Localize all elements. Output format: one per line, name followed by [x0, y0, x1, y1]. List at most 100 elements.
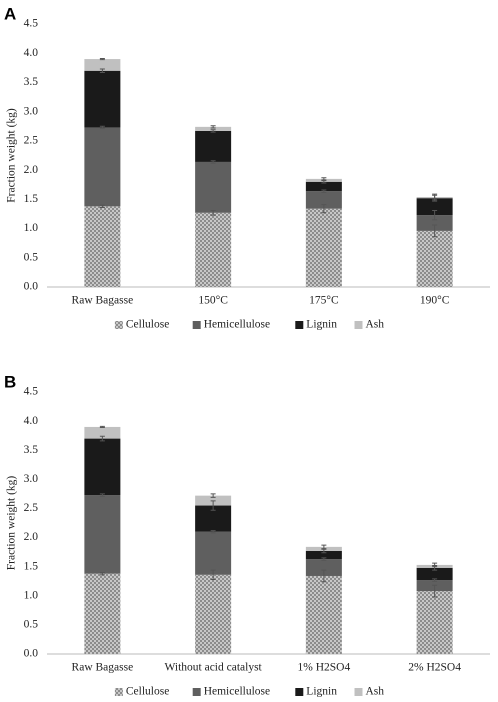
y-tick-label: 1.5 — [24, 193, 39, 205]
error-bar — [99, 493, 105, 497]
y-tick-label: 0.5 — [24, 619, 39, 631]
bar-segment — [195, 212, 232, 287]
x-tick-label: 150°C — [198, 295, 228, 307]
error-bar — [99, 125, 105, 130]
bar-segment — [305, 550, 342, 560]
y-tick-label: 0.0 — [24, 648, 39, 660]
error-bar — [321, 177, 327, 181]
bar-segment — [416, 567, 453, 581]
legend-label: Ash — [366, 686, 385, 698]
error-bar — [321, 189, 327, 193]
error-bar — [99, 425, 105, 429]
error-bar — [432, 209, 438, 221]
bar-segment — [84, 127, 121, 207]
y-tick-label: 2.5 — [24, 502, 39, 514]
y-tick-label: 4.5 — [24, 386, 39, 398]
legend-label: Lignin — [306, 319, 337, 331]
bar-segment — [84, 206, 121, 287]
legend-label: Hemicellulose — [204, 319, 270, 331]
bar-segment — [305, 191, 342, 209]
error-bar — [99, 68, 105, 74]
error-bar — [210, 129, 216, 133]
bar-segment — [84, 495, 121, 574]
error-bar — [321, 544, 327, 550]
y-tick-label: 4.0 — [24, 415, 39, 427]
bar-segment — [305, 208, 342, 287]
x-tick-label: 1% H2SO4 — [298, 662, 351, 674]
legend-label: Ash — [366, 319, 385, 331]
y-tick-label: 1.5 — [24, 560, 39, 572]
y-tick-label: 4.5 — [24, 18, 39, 30]
error-bar — [432, 578, 438, 582]
error-bar — [210, 125, 216, 129]
bar-segment — [195, 161, 232, 213]
bar-segment — [305, 181, 342, 192]
legend-swatch — [114, 688, 123, 696]
error-bar — [432, 562, 438, 568]
bar-segment — [195, 531, 232, 575]
legend-swatch — [295, 688, 304, 696]
error-bar — [210, 569, 216, 580]
y-tick-label: 3.5 — [24, 76, 39, 88]
x-tick-label: 190°C — [420, 295, 450, 307]
y-tick-label: 0.5 — [24, 251, 39, 263]
bar-segment — [195, 126, 232, 131]
bar-segment — [305, 575, 342, 654]
bar-segment — [305, 559, 342, 576]
y-tick-label: 2.5 — [24, 135, 39, 147]
legend-swatch — [354, 321, 363, 329]
bar-segment — [84, 59, 121, 71]
error-bar — [321, 204, 327, 214]
legend-swatch — [114, 321, 123, 329]
error-bar — [432, 584, 438, 598]
error-bar — [99, 571, 105, 576]
legend-label: Hemicellulose — [204, 686, 270, 698]
x-tick-label: 2% H2SO4 — [408, 662, 461, 674]
bar-segment — [195, 130, 232, 162]
y-tick-label: 2.0 — [24, 164, 39, 176]
panel-label: A — [4, 4, 16, 23]
error-bar — [210, 493, 216, 498]
bar-segment — [84, 438, 121, 496]
x-tick-label: Raw Bagasse — [72, 295, 134, 307]
error-bar — [432, 224, 438, 238]
panel-label: B — [4, 372, 16, 391]
y-tick-label: 4.0 — [24, 47, 39, 59]
legend-swatch — [192, 688, 201, 696]
error-bar — [99, 57, 105, 61]
error-bar — [210, 209, 216, 216]
y-tick-label: 0.0 — [24, 281, 39, 293]
legend-swatch — [192, 321, 201, 329]
y-tick-label: 1.0 — [24, 589, 39, 601]
y-tick-label: 3.0 — [24, 105, 39, 117]
error-bar — [99, 204, 105, 209]
bar-segment — [84, 426, 121, 439]
legend-label: Cellulose — [126, 319, 169, 331]
bar-segment — [416, 230, 453, 287]
bar-segment — [416, 215, 453, 231]
y-axis-label: Fraction weight (kg) — [6, 476, 18, 571]
error-bar — [210, 530, 216, 534]
y-tick-label: 3.0 — [24, 473, 39, 485]
x-tick-label: Raw Bagasse — [72, 662, 134, 674]
y-tick-label: 2.0 — [24, 531, 39, 543]
legend-swatch — [295, 321, 304, 329]
y-tick-label: 1.0 — [24, 222, 39, 234]
error-bar — [210, 500, 216, 511]
error-bar — [210, 160, 216, 164]
legend-swatch — [354, 688, 363, 696]
x-tick-label: Without acid catalyst — [164, 662, 262, 674]
y-tick-label: 3.5 — [24, 444, 39, 456]
legend-label: Lignin — [306, 686, 337, 698]
error-bar — [321, 569, 327, 583]
bar-segment — [84, 70, 121, 128]
error-bar — [432, 193, 438, 201]
bar-segment — [195, 574, 232, 654]
error-bar — [99, 435, 105, 442]
legend-label: Cellulose — [126, 686, 169, 698]
error-bar — [321, 548, 327, 554]
y-axis-label: Fraction weight (kg) — [6, 108, 18, 203]
x-tick-label: 175°C — [309, 295, 339, 307]
error-bar — [321, 557, 327, 561]
